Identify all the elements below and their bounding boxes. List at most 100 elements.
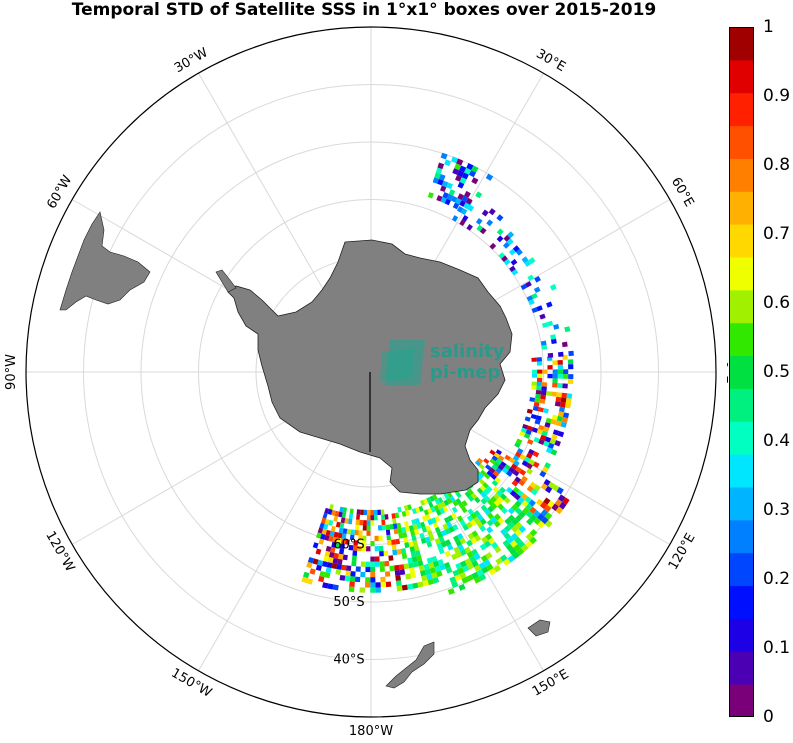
std-cell (518, 525, 527, 533)
std-cell (477, 457, 484, 464)
std-cell (459, 219, 466, 227)
std-cell (325, 567, 332, 574)
std-cell (332, 558, 339, 564)
std-cell (476, 514, 484, 521)
std-cell (491, 464, 498, 471)
std-cell (504, 454, 511, 461)
std-cell (322, 512, 328, 519)
std-cell (568, 364, 574, 370)
std-cell (394, 564, 400, 571)
std-cell (466, 515, 474, 522)
std-cell (312, 542, 319, 549)
std-cell (467, 508, 474, 516)
std-cell (432, 577, 440, 584)
std-cell (557, 351, 564, 357)
std-cell (539, 313, 546, 320)
std-cell (358, 530, 363, 536)
colorbar-tick-label: 0.1 (763, 638, 791, 658)
std-cell (381, 519, 386, 526)
std-cell (401, 584, 408, 591)
std-cell (443, 499, 450, 507)
std-cell (536, 385, 542, 391)
std-cell (429, 495, 435, 502)
std-cell (501, 255, 508, 263)
std-cell (527, 438, 534, 445)
std-cell (457, 193, 465, 201)
std-cell (337, 532, 343, 539)
std-cell (449, 576, 457, 584)
std-cell (446, 543, 454, 551)
std-cell (547, 365, 553, 370)
std-cell (336, 537, 342, 544)
std-cell (528, 299, 535, 306)
std-cell (366, 530, 371, 536)
std-cell (377, 525, 383, 531)
std-cell (451, 506, 458, 514)
std-cell (331, 563, 338, 570)
colorbar-band (729, 487, 754, 521)
longitude-label: 0°E (723, 361, 728, 384)
std-cell (486, 219, 494, 227)
std-cell (349, 508, 354, 515)
std-cell (523, 456, 531, 463)
std-cell (533, 286, 541, 293)
std-cell (434, 498, 441, 505)
std-cell (321, 528, 327, 535)
std-cell (500, 493, 507, 501)
std-cell (499, 554, 508, 562)
std-cell (349, 581, 355, 587)
std-cell (349, 576, 356, 582)
std-cell (508, 547, 517, 556)
std-cell (312, 558, 319, 565)
std-cell (544, 519, 553, 528)
std-cell (546, 301, 553, 308)
std-cell (330, 546, 336, 553)
polar-map: salinity pi-mep 30°E60°E0°E120°E150°E180… (4, 26, 728, 739)
std-cell (456, 158, 464, 166)
std-cell (462, 524, 469, 531)
std-cell (555, 506, 564, 515)
std-cell (322, 582, 329, 589)
std-cell (555, 420, 562, 427)
std-cell (366, 525, 371, 531)
std-cell (415, 550, 421, 557)
std-cell (352, 545, 358, 551)
std-cell (562, 383, 568, 389)
std-cell (442, 506, 449, 513)
std-cell (338, 527, 344, 534)
std-cell (452, 168, 460, 175)
std-cell (552, 369, 558, 374)
std-cell (339, 506, 344, 513)
std-cell (528, 448, 535, 456)
std-cell (428, 501, 434, 508)
std-cell (476, 569, 484, 577)
std-cell (533, 401, 540, 408)
std-cell (329, 530, 335, 537)
std-cell (500, 507, 508, 515)
std-cell (424, 568, 432, 576)
std-cell (514, 451, 522, 458)
std-cell (487, 512, 494, 520)
std-cell (492, 486, 500, 494)
std-cell (391, 544, 397, 551)
std-cell (365, 577, 371, 583)
std-cell (443, 493, 450, 500)
std-cell (464, 546, 472, 554)
std-cell (541, 430, 548, 437)
std-cell (380, 581, 387, 588)
std-cell (444, 539, 452, 546)
std-cell (481, 566, 489, 574)
std-cell (547, 352, 554, 358)
std-cell (524, 496, 532, 504)
std-cell (453, 546, 460, 554)
std-cell (526, 517, 534, 526)
std-cell (483, 488, 490, 496)
std-cell (431, 555, 438, 563)
std-cell (457, 515, 464, 522)
std-cell (543, 440, 550, 448)
std-cell (458, 502, 465, 509)
std-cell (380, 576, 386, 583)
std-cell (545, 417, 552, 424)
std-cell (328, 519, 334, 526)
std-cell (486, 485, 493, 493)
